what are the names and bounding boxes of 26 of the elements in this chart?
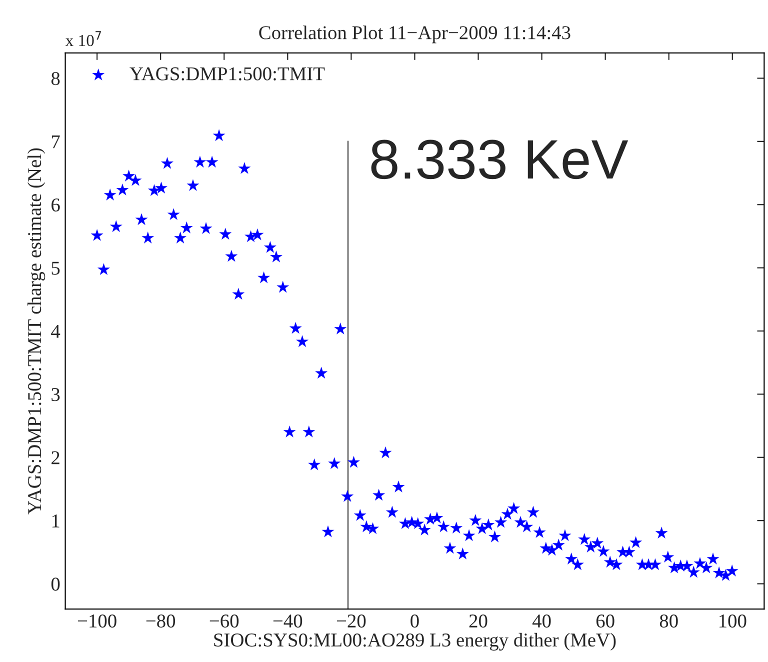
legend-label: YAGS:DMP1:500:TMIT — [130, 67, 325, 80]
x-tick-label: 20 — [469, 614, 488, 628]
x-tick-label: 40 — [532, 614, 551, 628]
y-axis-title: YAGS:DMP1:500:TMIT charge estimate (Nel) — [27, 148, 46, 514]
y-tick-label: 0 — [51, 578, 60, 591]
x-tick-label: −40 — [273, 614, 302, 628]
y-tick-label: 7 — [52, 135, 60, 148]
x-tick-label: 100 — [720, 614, 746, 628]
y-tick-label: 4 — [51, 324, 60, 338]
y-tick-label: 2 — [52, 451, 60, 464]
chart-title: Correlation Plot 11−Apr−2009 11:14:43 — [259, 26, 570, 44]
y-tick-label: 8 — [51, 72, 60, 86]
x-tick-label: −100 — [78, 614, 116, 628]
y-tick-label: 1 — [52, 514, 60, 528]
annotation: 8.333 KeV — [371, 140, 628, 180]
text: x 10$^{7}$ — [65, 31, 102, 46]
x-tick-label: −60 — [210, 614, 239, 628]
x-tick-label: 60 — [596, 614, 614, 628]
y-tick-label: 5 — [52, 262, 60, 275]
y-tick-label: 3 — [52, 388, 60, 402]
y-tick-label: 6 — [52, 198, 60, 212]
x-tick-label: −20 — [336, 614, 366, 628]
x-axis-title: SIOC:SYS0:ML00:AO289 L3 energy dither (MeV) — [214, 632, 616, 651]
x-tick-label: 0 — [410, 614, 419, 628]
x-tick-label: 80 — [660, 614, 678, 628]
x-tick-label: −80 — [146, 614, 176, 628]
